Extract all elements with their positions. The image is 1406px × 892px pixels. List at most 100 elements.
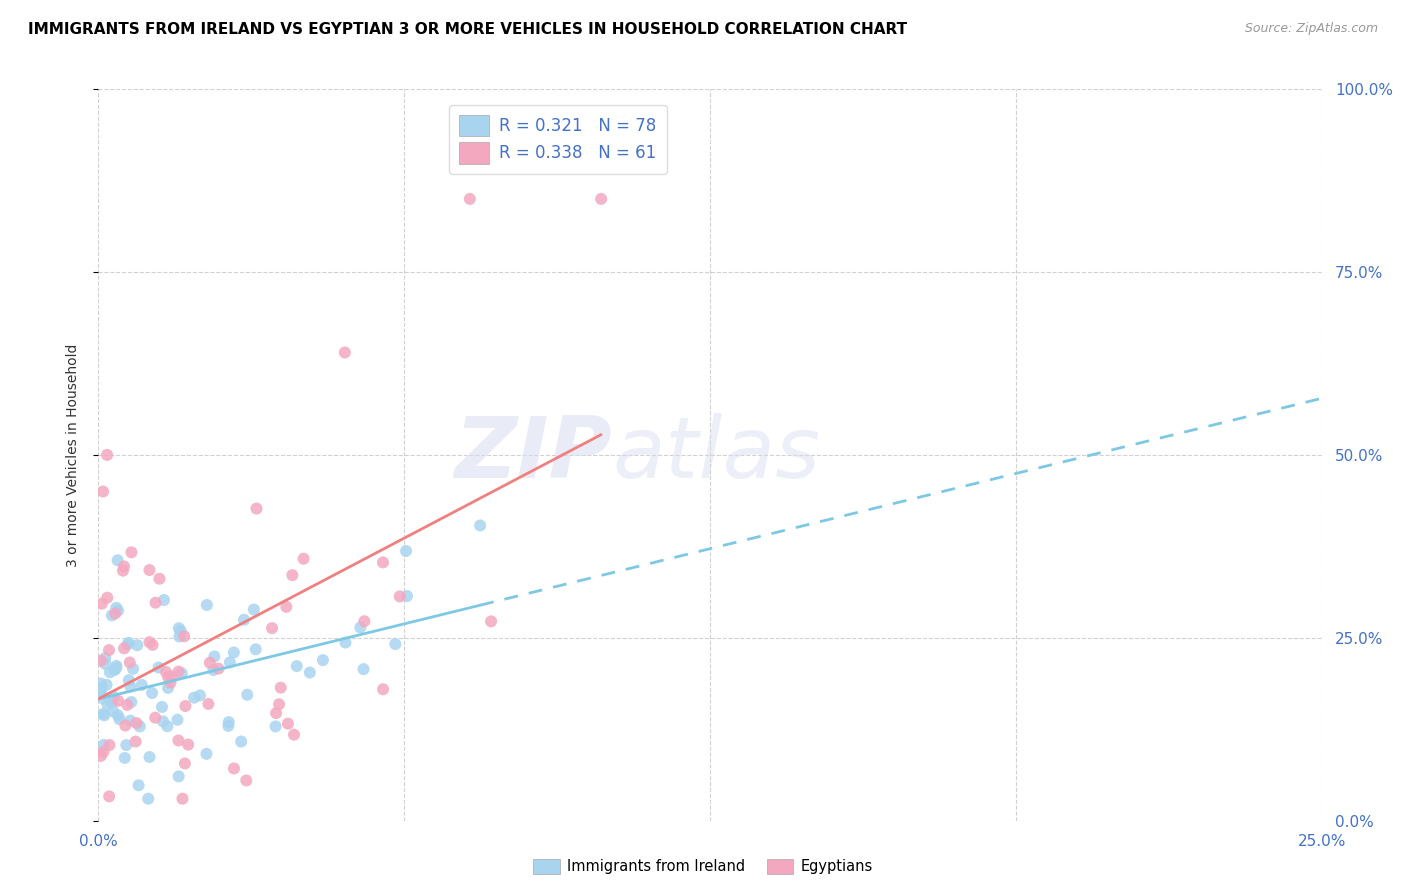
Point [153, 593, 176, 607]
Point [93, 738, 115, 752]
Point [167, 769, 190, 783]
Text: IMMIGRANTS FROM IRELAND VS EGYPTIAN 3 OR MORE VEHICLES IN HOUSEHOLD CORRELATION : IMMIGRANTS FROM IRELAND VS EGYPTIAN 3 OR… [28, 22, 907, 37]
Point [96, 698, 118, 712]
Point [150, 700, 173, 714]
Text: Source: ZipAtlas.com: Source: ZipAtlas.com [1244, 22, 1378, 36]
Point [108, 712, 131, 726]
Point [235, 773, 257, 788]
Point [90, 748, 112, 763]
Text: ZIP: ZIP [454, 413, 612, 497]
Point [183, 690, 205, 705]
Point [122, 662, 145, 676]
Point [167, 621, 190, 635]
Point [218, 715, 240, 730]
Point [479, 615, 502, 629]
Point [152, 714, 174, 729]
Legend: Immigrants from Ireland, Egyptians: Immigrants from Ireland, Egyptians [527, 853, 879, 880]
Point [335, 635, 357, 649]
Point [174, 699, 197, 714]
Point [195, 747, 218, 761]
Point [173, 629, 195, 643]
Point [114, 718, 136, 732]
Point [233, 613, 256, 627]
Point [395, 589, 418, 603]
Point [283, 728, 305, 742]
Point [157, 670, 180, 684]
Point [371, 682, 394, 697]
Point [91, 691, 114, 706]
Point [128, 778, 150, 792]
Point [155, 665, 177, 679]
Point [141, 686, 163, 700]
Point [245, 642, 267, 657]
Point [98, 789, 121, 804]
Point [264, 719, 287, 733]
Point [120, 680, 142, 694]
Point [353, 614, 375, 628]
Point [107, 553, 129, 567]
Point [231, 734, 253, 748]
Point [91, 707, 114, 722]
Point [172, 791, 194, 805]
Point [312, 653, 335, 667]
Point [285, 659, 308, 673]
Point [202, 649, 225, 664]
Point [105, 661, 128, 675]
Point [117, 698, 139, 712]
Point [458, 192, 481, 206]
Point [243, 602, 266, 616]
Point [107, 604, 129, 618]
Point [90, 676, 112, 690]
Point [125, 716, 148, 731]
Point [591, 192, 613, 206]
Point [222, 645, 245, 659]
Point [98, 738, 121, 752]
Point [349, 620, 371, 634]
Point [174, 756, 197, 771]
Point [107, 708, 129, 723]
Point [120, 545, 142, 559]
Point [245, 501, 267, 516]
Point [138, 563, 160, 577]
Point [264, 706, 287, 720]
Point [94, 657, 117, 671]
Point [167, 733, 190, 747]
Point [128, 719, 150, 733]
Point [111, 564, 134, 578]
Point [105, 658, 128, 673]
Y-axis label: 3 or more Vehicles in Household: 3 or more Vehicles in Household [66, 343, 80, 566]
Point [138, 635, 160, 649]
Point [115, 738, 138, 752]
Point [276, 599, 298, 614]
Point [468, 518, 491, 533]
Point [142, 638, 165, 652]
Point [118, 636, 141, 650]
Point [222, 762, 245, 776]
Point [188, 689, 211, 703]
Point [107, 694, 129, 708]
Point [169, 630, 191, 644]
Point [166, 713, 188, 727]
Point [124, 734, 146, 748]
Point [112, 641, 135, 656]
Point [267, 698, 290, 712]
Point [118, 673, 141, 688]
Point [207, 662, 229, 676]
Point [100, 696, 122, 710]
Point [117, 638, 139, 652]
Point [159, 675, 181, 690]
Point [281, 568, 304, 582]
Point [218, 656, 240, 670]
Point [96, 448, 118, 462]
Point [136, 791, 159, 805]
Point [112, 559, 135, 574]
Point [104, 607, 127, 621]
Point [353, 662, 375, 676]
Point [260, 621, 283, 635]
Point [145, 596, 167, 610]
Point [292, 551, 315, 566]
Point [236, 688, 259, 702]
Point [395, 544, 418, 558]
Point [170, 624, 193, 638]
Point [93, 708, 115, 723]
